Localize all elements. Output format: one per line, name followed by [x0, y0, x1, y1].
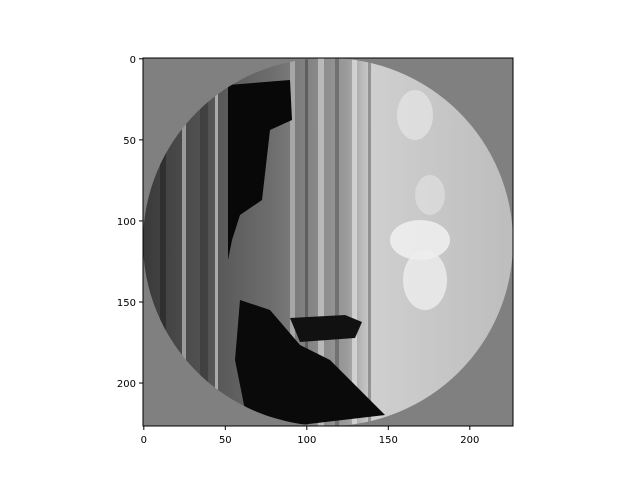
- x-tick-label: 200: [460, 435, 479, 446]
- x-tick-label: 50: [219, 435, 232, 446]
- circular-photo: [143, 58, 513, 426]
- x-tick-label: 150: [379, 435, 398, 446]
- y-axis: 0 50 100 150 200: [117, 55, 143, 390]
- x-tick-label: 100: [297, 435, 316, 446]
- x-tick-label: 0: [141, 435, 147, 446]
- y-tick-label: 50: [123, 136, 136, 147]
- image-panel: [142, 57, 514, 427]
- axes-frame: [142, 57, 514, 427]
- x-axis: 0 50 100 150 200: [141, 426, 479, 446]
- y-tick-label: 0: [130, 55, 136, 66]
- y-tick-label: 150: [117, 298, 136, 309]
- y-tick-label: 100: [117, 217, 136, 228]
- y-tick-label: 200: [117, 379, 136, 390]
